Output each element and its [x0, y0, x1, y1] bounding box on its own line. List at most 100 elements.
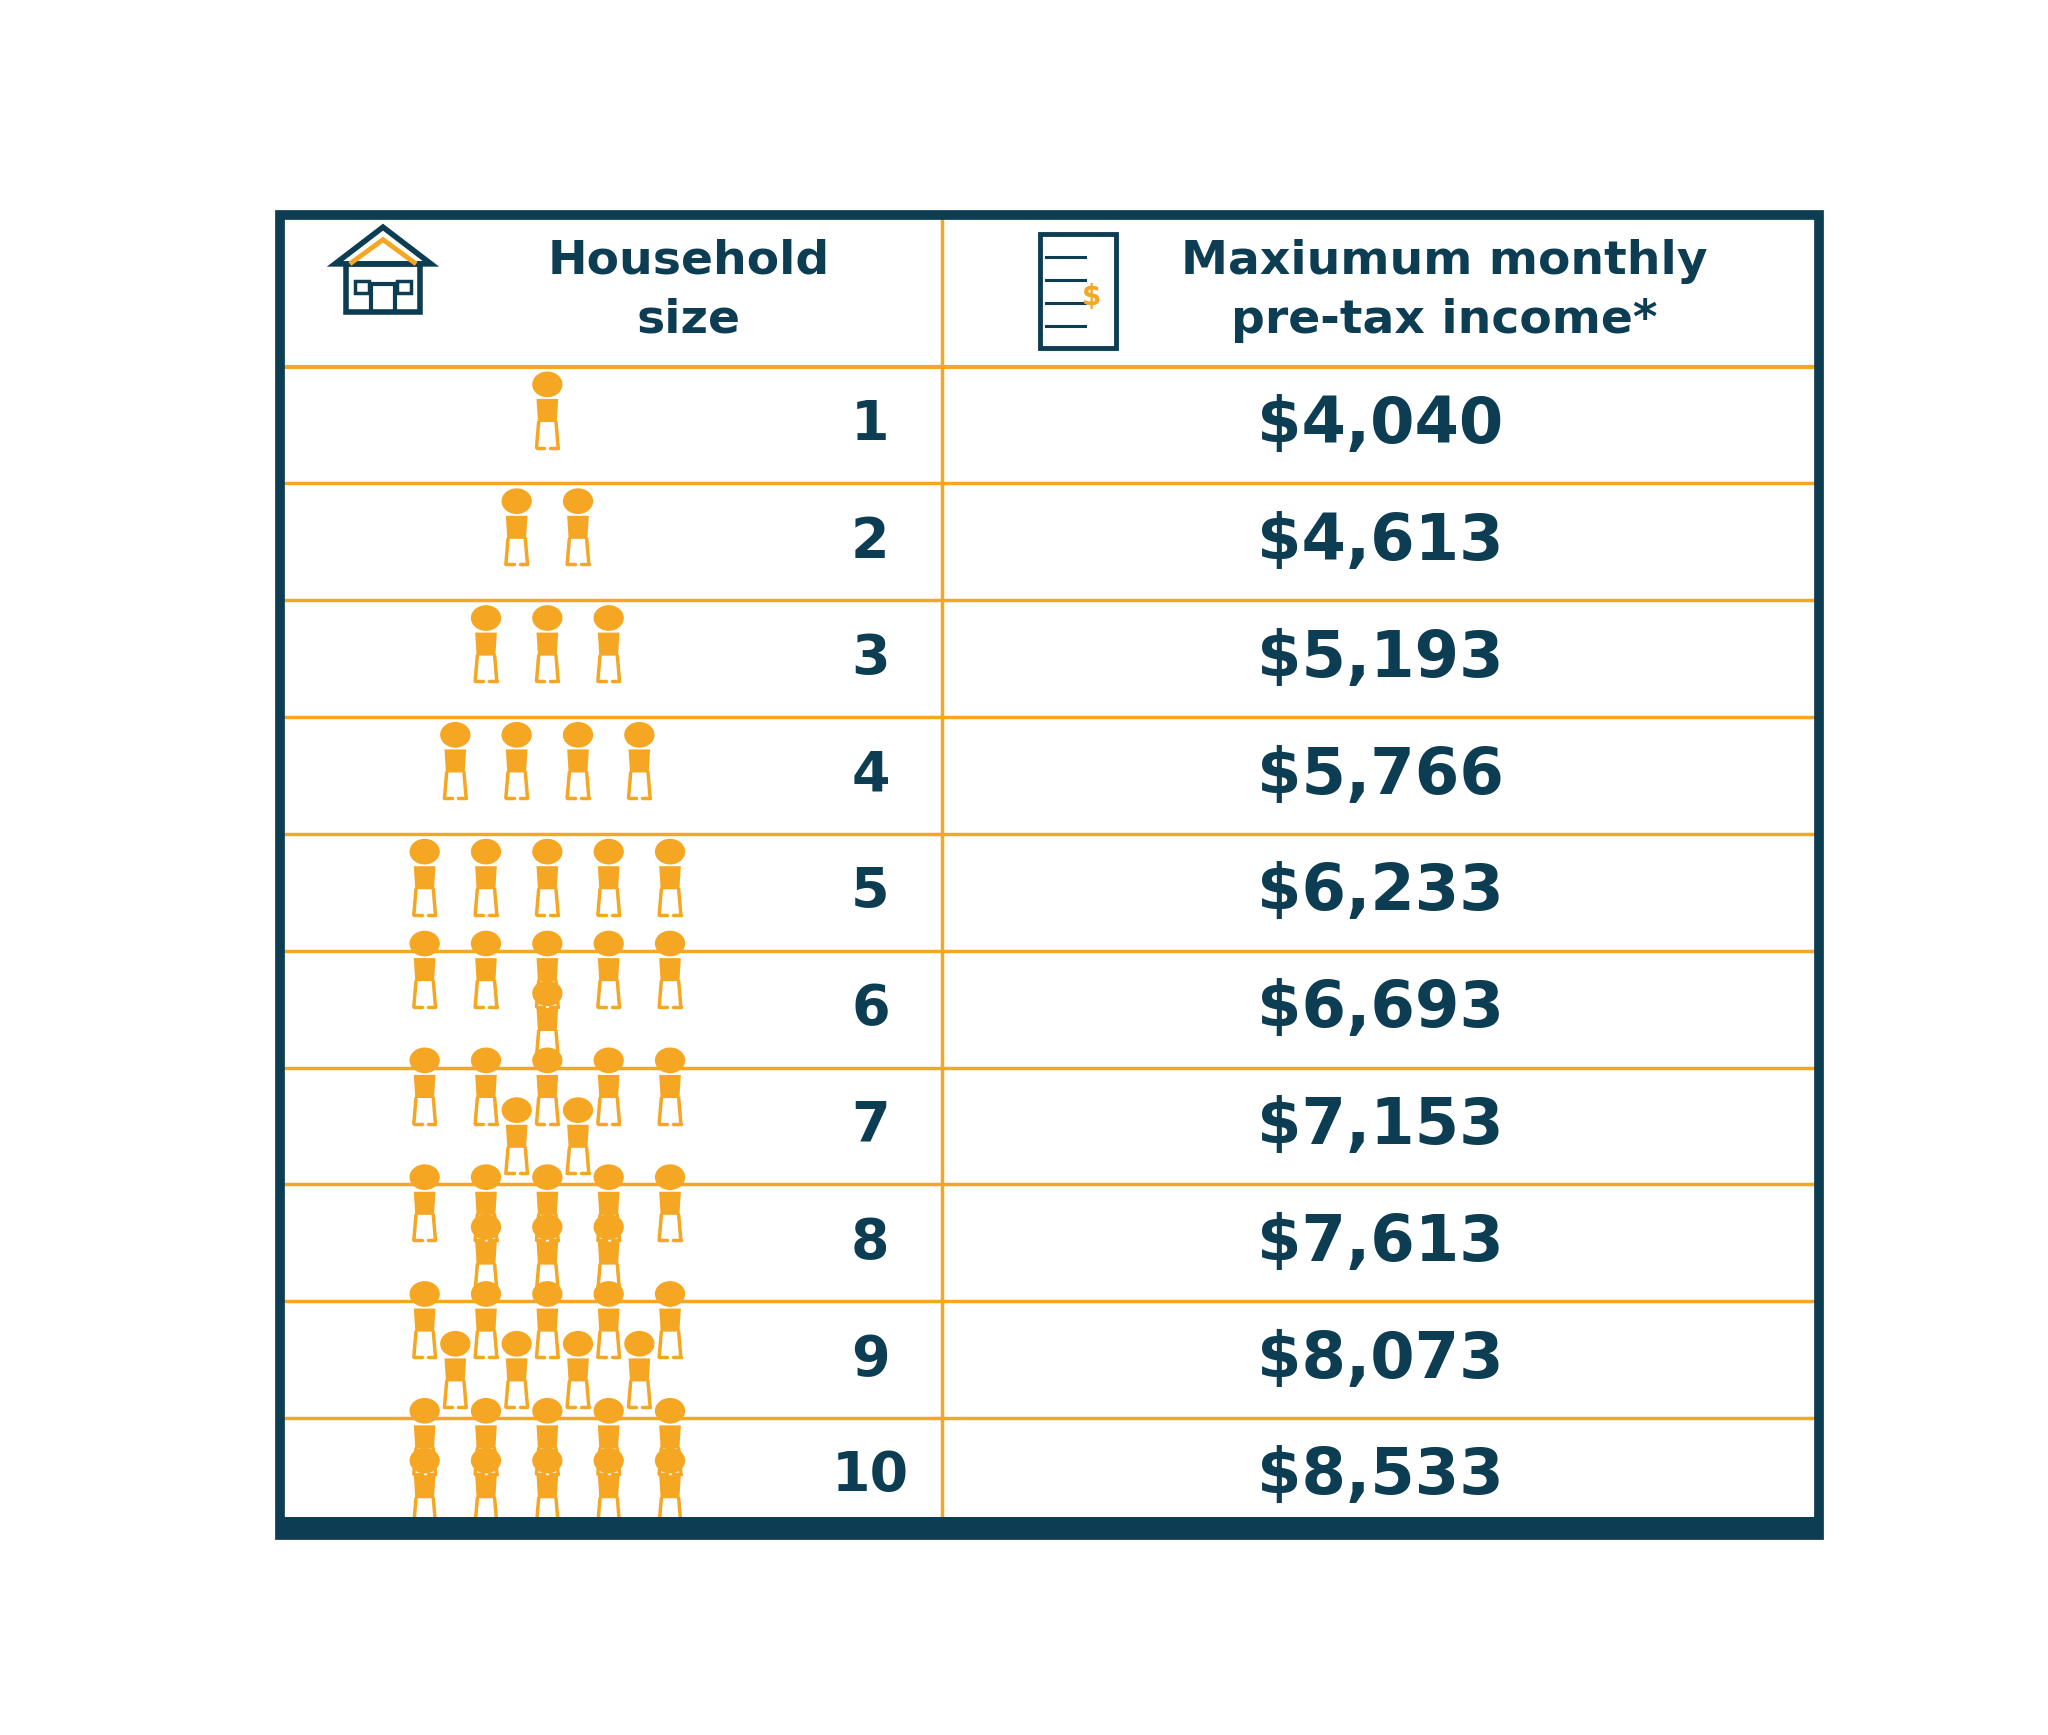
Polygon shape — [659, 1076, 680, 1098]
Circle shape — [532, 982, 561, 1006]
Polygon shape — [567, 750, 590, 772]
Circle shape — [502, 489, 530, 514]
Polygon shape — [567, 1359, 590, 1381]
Circle shape — [532, 1282, 561, 1306]
Polygon shape — [506, 1124, 528, 1149]
Polygon shape — [567, 1124, 590, 1149]
Polygon shape — [475, 866, 498, 890]
Text: $6,233: $6,233 — [1257, 861, 1503, 923]
Text: 5: 5 — [852, 866, 889, 920]
Text: Maxiumum monthly: Maxiumum monthly — [1182, 239, 1708, 285]
Polygon shape — [537, 1008, 559, 1031]
Text: $8,533: $8,533 — [1257, 1445, 1503, 1508]
Polygon shape — [475, 633, 498, 656]
Polygon shape — [537, 399, 559, 422]
Text: $5,193: $5,193 — [1257, 628, 1503, 691]
Circle shape — [594, 1449, 623, 1473]
Text: 9: 9 — [852, 1332, 889, 1386]
Text: $5,766: $5,766 — [1257, 744, 1503, 807]
Text: 8: 8 — [852, 1216, 889, 1270]
Polygon shape — [475, 1426, 498, 1449]
Polygon shape — [659, 866, 680, 890]
Circle shape — [625, 1332, 653, 1357]
FancyBboxPatch shape — [281, 1518, 1819, 1535]
Polygon shape — [414, 1076, 436, 1098]
Polygon shape — [414, 958, 436, 982]
Circle shape — [563, 1332, 592, 1357]
Circle shape — [563, 1098, 592, 1123]
Circle shape — [532, 606, 561, 630]
Text: $8,073: $8,073 — [1257, 1329, 1503, 1390]
Polygon shape — [598, 1308, 618, 1332]
Polygon shape — [629, 1359, 649, 1381]
Polygon shape — [598, 1242, 618, 1265]
Circle shape — [532, 1214, 561, 1239]
Polygon shape — [475, 1308, 498, 1332]
Circle shape — [440, 1332, 469, 1357]
Polygon shape — [537, 1192, 559, 1214]
Polygon shape — [598, 633, 618, 656]
Polygon shape — [444, 1359, 467, 1381]
Text: size: size — [637, 298, 741, 344]
Polygon shape — [659, 1192, 680, 1214]
Circle shape — [471, 1214, 500, 1239]
Polygon shape — [475, 1242, 498, 1265]
Circle shape — [471, 1164, 500, 1188]
Polygon shape — [475, 958, 498, 982]
Circle shape — [625, 723, 653, 748]
Text: 3: 3 — [852, 632, 889, 685]
Circle shape — [410, 1048, 438, 1072]
Circle shape — [655, 1449, 684, 1473]
Polygon shape — [537, 1475, 559, 1499]
Circle shape — [655, 1048, 684, 1072]
Circle shape — [410, 840, 438, 864]
Polygon shape — [537, 1308, 559, 1332]
Polygon shape — [598, 1475, 618, 1499]
Polygon shape — [537, 1076, 559, 1098]
Polygon shape — [444, 750, 467, 772]
Text: 6: 6 — [852, 982, 889, 1036]
Circle shape — [655, 1164, 684, 1188]
Polygon shape — [598, 1426, 618, 1449]
Polygon shape — [598, 866, 618, 890]
Circle shape — [471, 1449, 500, 1473]
Circle shape — [594, 1214, 623, 1239]
Polygon shape — [537, 958, 559, 982]
Text: 4: 4 — [852, 748, 889, 803]
Polygon shape — [475, 1475, 498, 1499]
Polygon shape — [567, 515, 590, 540]
Circle shape — [655, 1398, 684, 1423]
Polygon shape — [537, 633, 559, 656]
Polygon shape — [506, 1359, 528, 1381]
Circle shape — [594, 932, 623, 956]
Polygon shape — [414, 866, 436, 890]
Text: 7: 7 — [852, 1098, 889, 1154]
Polygon shape — [506, 750, 528, 772]
Circle shape — [563, 489, 592, 514]
Circle shape — [471, 1282, 500, 1306]
Circle shape — [532, 840, 561, 864]
Polygon shape — [659, 1426, 680, 1449]
Polygon shape — [414, 1192, 436, 1214]
Circle shape — [594, 1164, 623, 1188]
Circle shape — [594, 1048, 623, 1072]
Text: $7,613: $7,613 — [1257, 1211, 1503, 1273]
Text: $6,693: $6,693 — [1257, 979, 1503, 1041]
Polygon shape — [475, 1192, 498, 1214]
Circle shape — [532, 1449, 561, 1473]
Polygon shape — [598, 958, 618, 982]
Polygon shape — [537, 866, 559, 890]
Circle shape — [594, 1398, 623, 1423]
Circle shape — [594, 1282, 623, 1306]
Polygon shape — [506, 515, 528, 540]
Circle shape — [410, 1398, 438, 1423]
Text: $7,153: $7,153 — [1257, 1095, 1503, 1157]
Polygon shape — [414, 1426, 436, 1449]
Text: 1: 1 — [852, 397, 889, 453]
Polygon shape — [414, 1475, 436, 1499]
Polygon shape — [537, 1242, 559, 1265]
Circle shape — [440, 723, 469, 748]
Circle shape — [532, 1048, 561, 1072]
Circle shape — [471, 840, 500, 864]
FancyBboxPatch shape — [1040, 234, 1116, 347]
